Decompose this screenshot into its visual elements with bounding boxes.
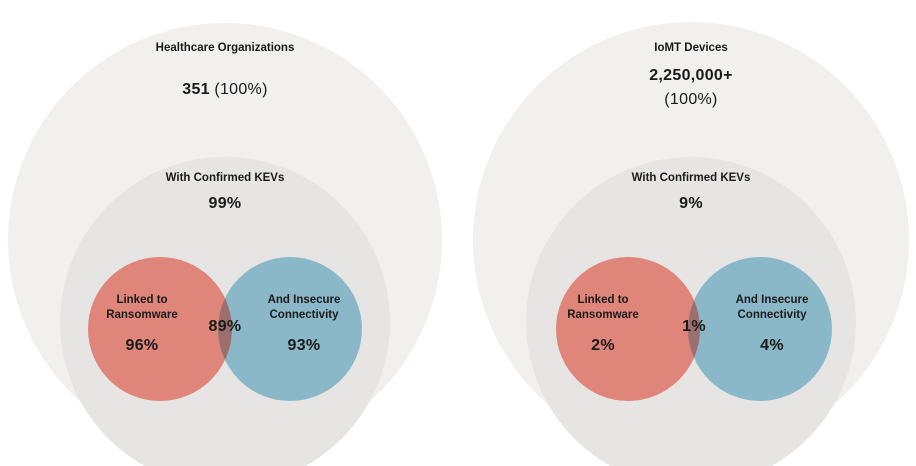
right-venn-svg bbox=[473, 22, 909, 466]
kev-percent: 9% bbox=[679, 195, 703, 212]
healthcare-organizations-panel: Healthcare Organizations 351 (100%) With… bbox=[8, 23, 442, 466]
connectivity-circle bbox=[688, 257, 832, 401]
kev-percent: 99% bbox=[208, 195, 242, 212]
iomt-devices-panel: IoMT Devices 2,250,000+ (100%) With Conf… bbox=[458, 0, 916, 466]
ransomware-percent: 2% bbox=[591, 337, 615, 354]
connectivity-label-line2: Connectivity bbox=[737, 309, 807, 321]
ransomware-circle bbox=[556, 257, 700, 401]
kev-label: With Confirmed KEVs bbox=[631, 172, 751, 184]
total-value: 2,250,000+ bbox=[649, 67, 733, 84]
ransomware-label-line1: Linked to bbox=[577, 294, 629, 306]
kev-label: With Confirmed KEVs bbox=[165, 172, 285, 184]
total-line: 351 (100%) bbox=[182, 80, 267, 99]
left-venn-svg bbox=[8, 23, 442, 466]
ransomware-label-line2: Ransomware bbox=[567, 309, 639, 321]
panel-title: IoMT Devices bbox=[654, 42, 728, 54]
overlap-percent: 89% bbox=[208, 318, 242, 335]
overlap-percent: 1% bbox=[682, 318, 706, 335]
total-percent: (100%) bbox=[664, 91, 718, 108]
connectivity-percent: 93% bbox=[287, 337, 321, 354]
total-percent: (100%) bbox=[214, 81, 268, 98]
ransomware-circle bbox=[88, 257, 232, 401]
ransomware-label-line2: Ransomware bbox=[106, 309, 178, 321]
connectivity-label-line1: And Insecure bbox=[267, 294, 341, 306]
connectivity-percent: 4% bbox=[760, 337, 784, 354]
total-value: 351 bbox=[182, 81, 210, 98]
connectivity-circle bbox=[218, 257, 362, 401]
ransomware-label-line1: Linked to bbox=[116, 294, 168, 306]
connectivity-label-line2: Connectivity bbox=[269, 309, 339, 321]
ransomware-percent: 96% bbox=[125, 337, 159, 354]
connectivity-label-line1: And Insecure bbox=[735, 294, 809, 306]
panel-title: Healthcare Organizations bbox=[155, 42, 295, 54]
